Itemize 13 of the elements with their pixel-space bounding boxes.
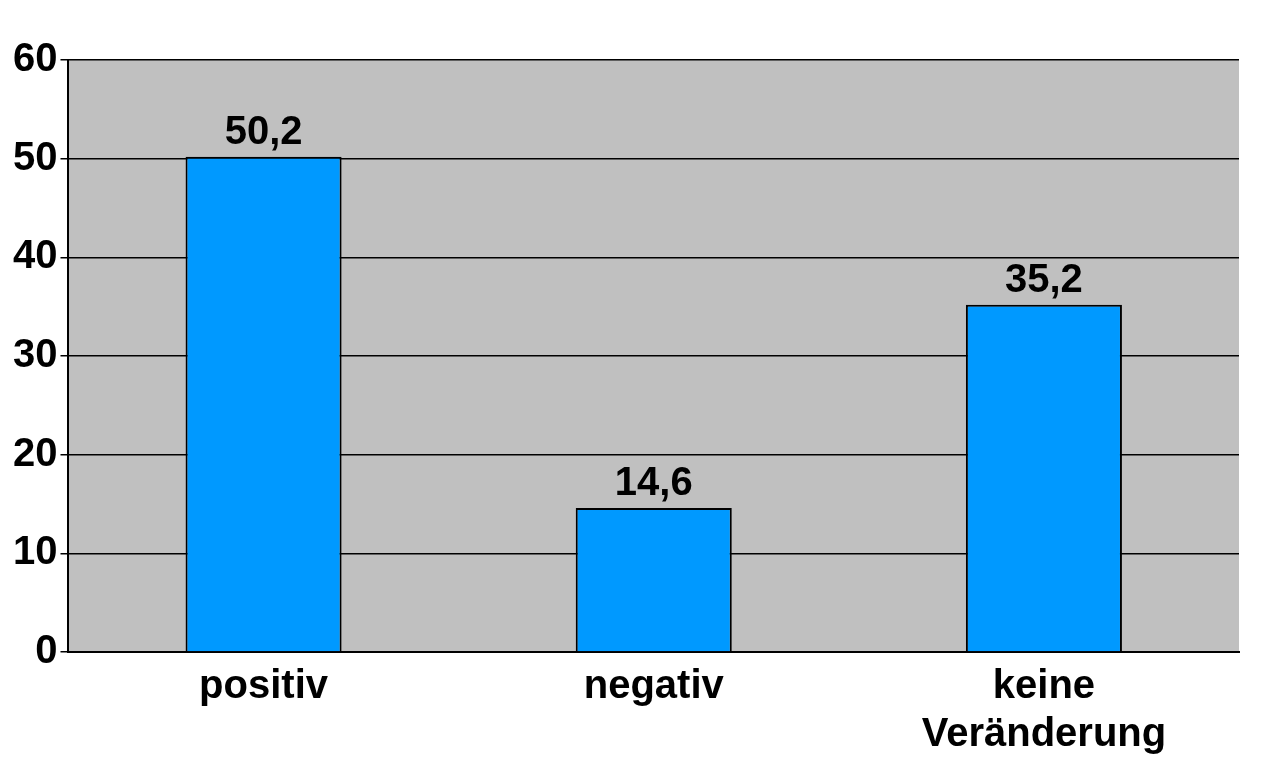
x-tick-label: positiv	[199, 662, 329, 707]
data-label: 35,2	[1004, 255, 1083, 300]
y-tick-label: 60	[12, 35, 58, 80]
y-tick-label: 50	[12, 133, 58, 178]
y-tick-label: 10	[12, 528, 58, 573]
data-label: 14,6	[614, 458, 693, 503]
data-label: 50,2	[224, 107, 303, 152]
y-tick-label: 0	[35, 627, 58, 672]
x-tick-label: keine Veränderung	[921, 662, 1167, 755]
x-tick-label: negativ	[583, 662, 725, 707]
y-tick-label: 30	[12, 331, 58, 376]
y-tick-label: 40	[12, 232, 58, 277]
y-tick-label: 20	[12, 429, 58, 474]
